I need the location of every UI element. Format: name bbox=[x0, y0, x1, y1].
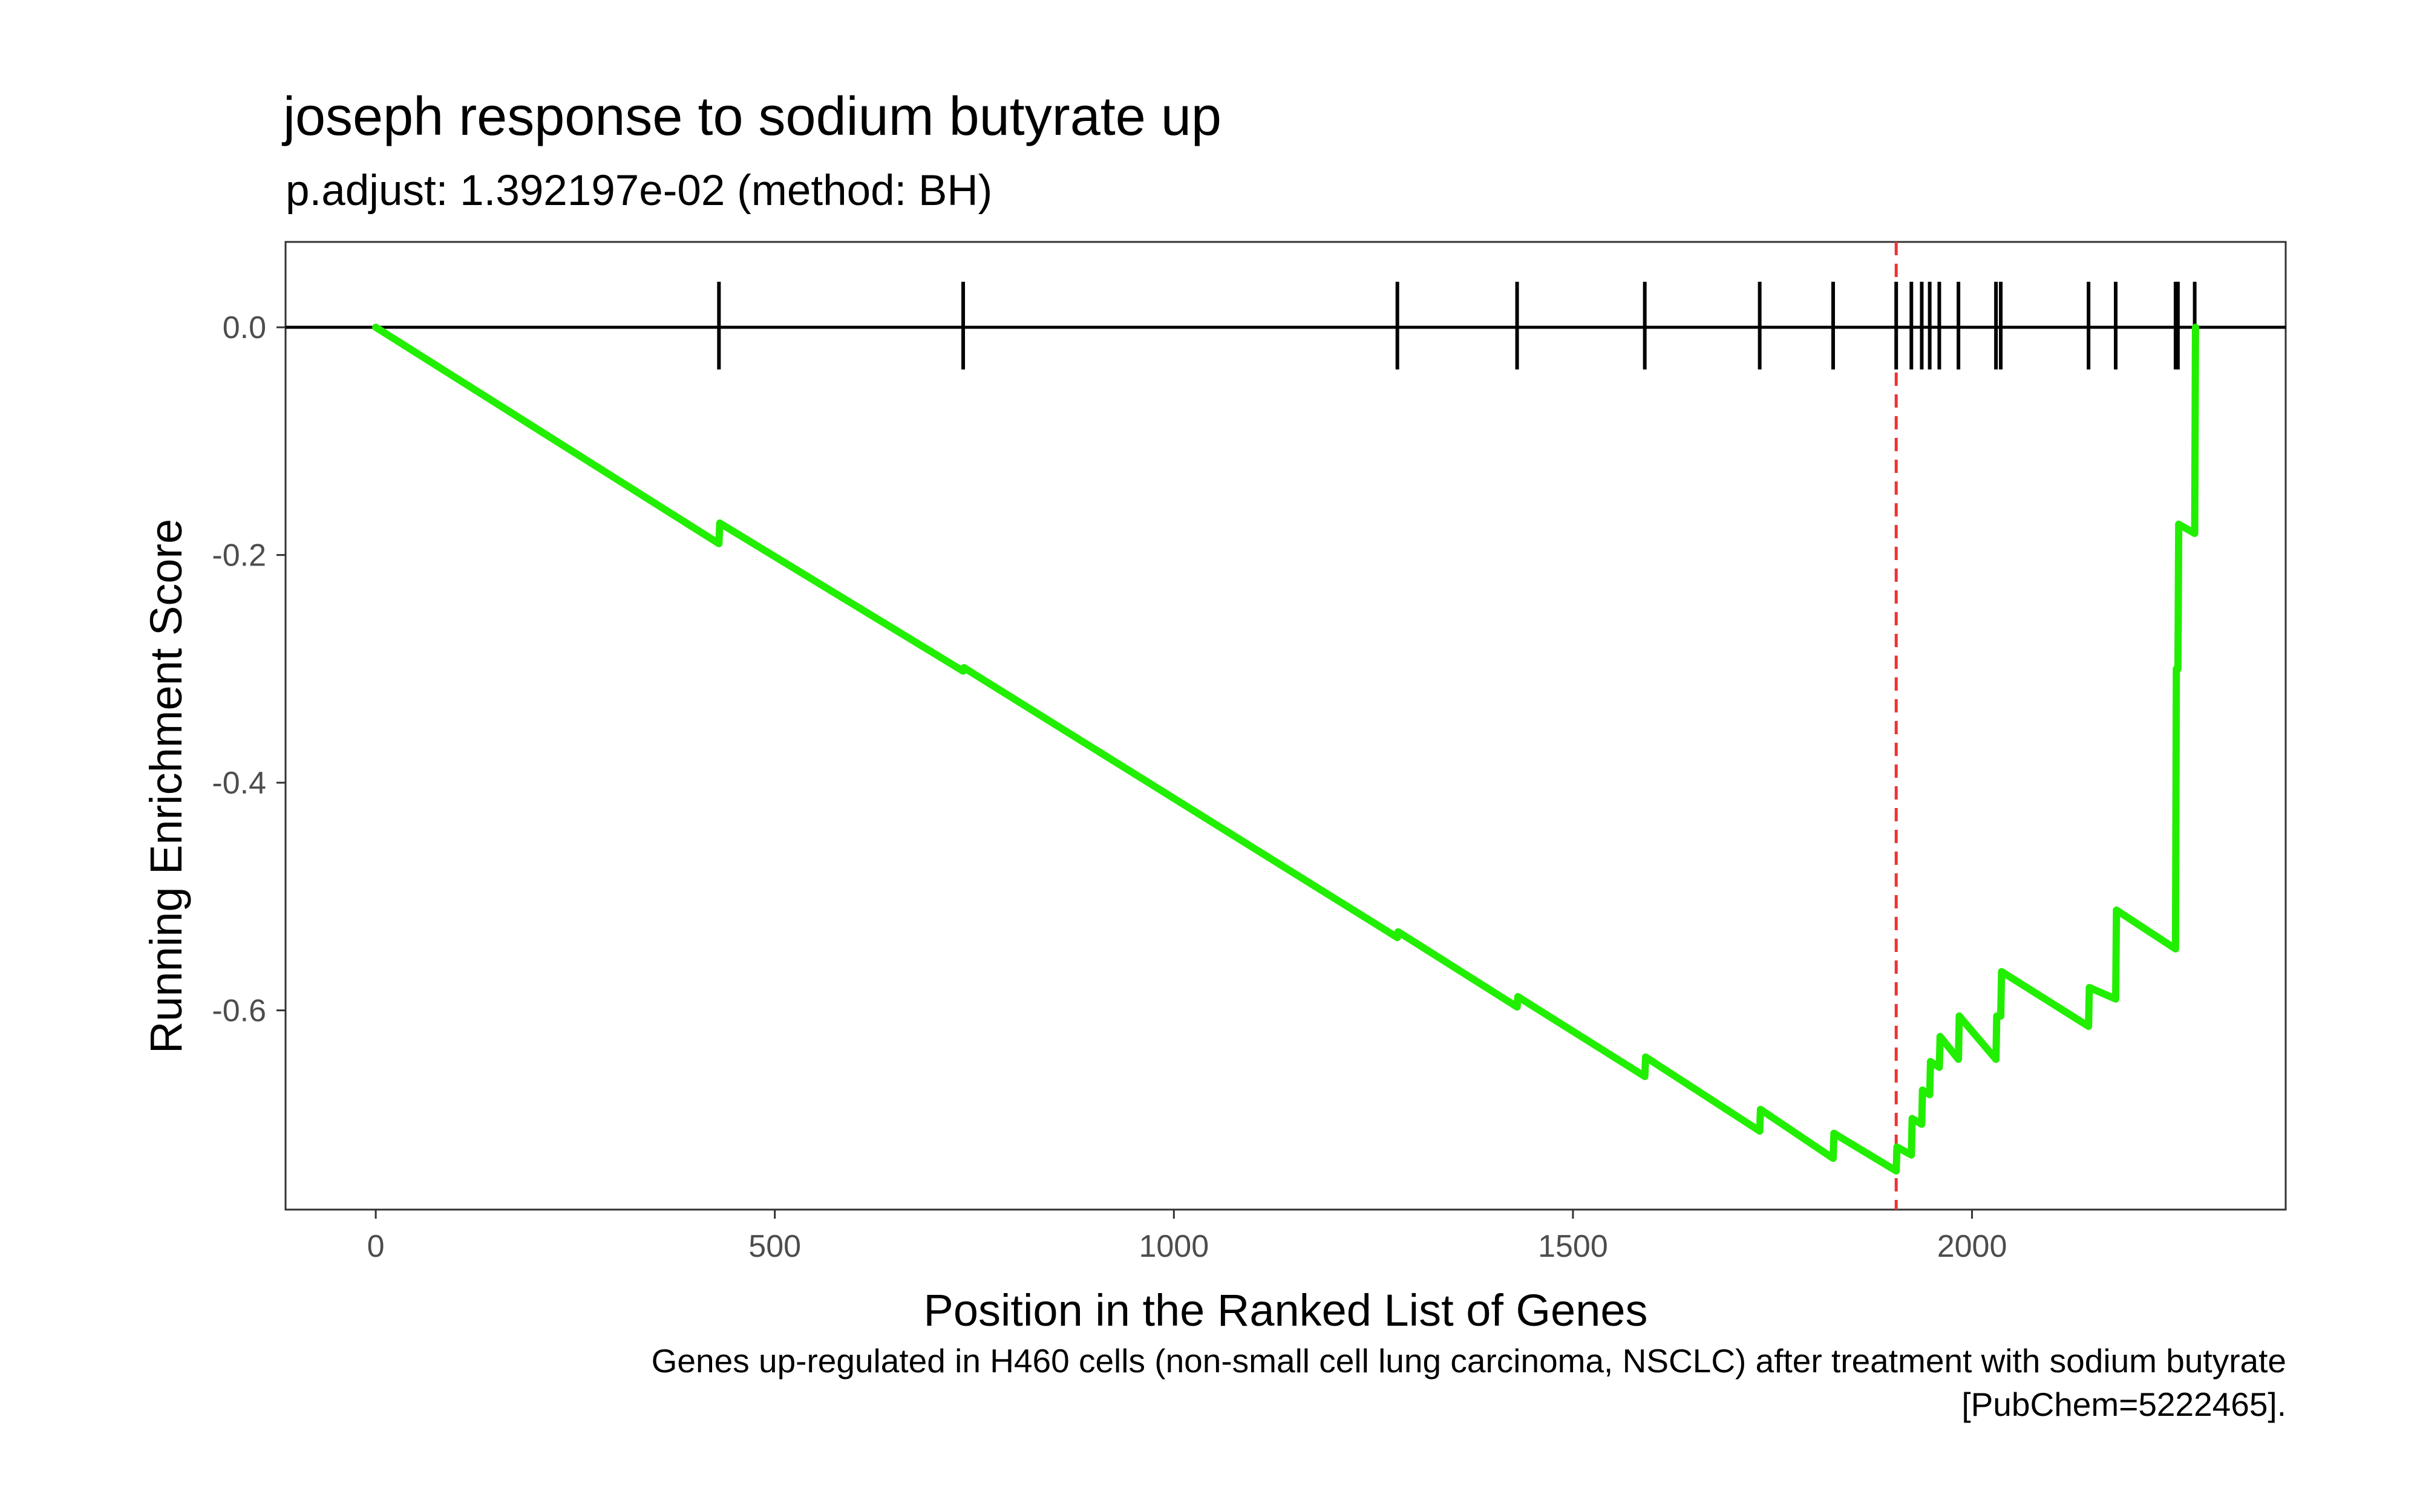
x-tick-label: 1500 bbox=[1538, 1229, 1608, 1264]
x-tick-label: 2000 bbox=[1937, 1229, 2007, 1264]
x-tick-label: 0 bbox=[367, 1229, 385, 1264]
chart-title: joseph response to sodium butyrate up bbox=[283, 86, 1221, 147]
x-axis-title: Position in the Ranked List of Genes bbox=[923, 1285, 1647, 1335]
y-tick-label: -0.6 bbox=[212, 994, 266, 1029]
y-tick-label: 0.0 bbox=[223, 310, 266, 345]
chart-subtitle: p.adjust: 1.392197e-02 (method: BH) bbox=[286, 167, 993, 215]
panel-border bbox=[284, 241, 2287, 1211]
y-tick-label: -0.2 bbox=[212, 538, 266, 573]
y-tick-label: -0.4 bbox=[212, 766, 266, 801]
x-tick-label: 1000 bbox=[1139, 1229, 1209, 1264]
enrichment-score-line bbox=[372, 324, 2199, 1175]
caption-line-2: [PubChem=5222465]. bbox=[1961, 1386, 2286, 1423]
caption-line-1: Genes up-regulated in H460 cells (non-sm… bbox=[651, 1342, 2286, 1380]
x-tick-label: 500 bbox=[748, 1229, 801, 1264]
y-axis-title: Running Enrichment Score bbox=[141, 519, 191, 1054]
